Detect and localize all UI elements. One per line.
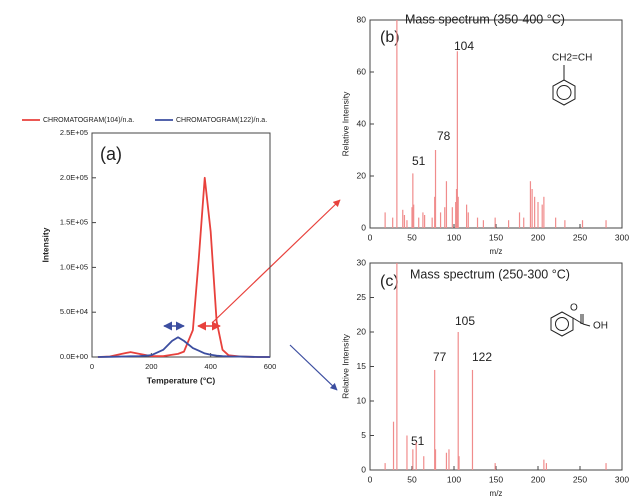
y-tick-label: 80 bbox=[357, 14, 367, 24]
x-tick-label: 0 bbox=[368, 232, 373, 242]
y-tick-label: 20 bbox=[357, 170, 367, 180]
y-tick-label: 0 bbox=[361, 464, 366, 474]
y-tick-label: 5.0E+04 bbox=[60, 307, 88, 316]
x-axis-label: m/z bbox=[490, 247, 503, 256]
x-tick-label: 150 bbox=[489, 232, 503, 242]
structure-label: OH bbox=[593, 321, 608, 332]
y-axis-label: Intensity bbox=[40, 227, 50, 262]
x-axis-label: Temperature (°C) bbox=[147, 375, 216, 385]
structure-label: O bbox=[570, 303, 578, 314]
x-tick-label: 100 bbox=[447, 474, 461, 484]
annotation: 51 bbox=[412, 154, 426, 168]
annotation: (c) bbox=[380, 273, 399, 290]
ring-bond bbox=[555, 317, 569, 331]
x-tick-label: 200 bbox=[145, 362, 158, 371]
x-tick-label: 300 bbox=[615, 232, 629, 242]
y-tick-label: 20 bbox=[357, 326, 367, 336]
connectors bbox=[163, 199, 341, 391]
y-tick-label: 1.5E+05 bbox=[60, 218, 88, 227]
y-tick-label: 10 bbox=[357, 395, 367, 405]
x-tick-label: 200 bbox=[531, 232, 545, 242]
x-tick-label: 250 bbox=[573, 474, 587, 484]
annotation: 105 bbox=[455, 314, 475, 328]
y-tick-label: 2.0E+05 bbox=[60, 173, 88, 182]
x-tick-label: 200 bbox=[531, 474, 545, 484]
x-tick-label: 300 bbox=[615, 474, 629, 484]
x-tick-label: 50 bbox=[407, 232, 417, 242]
plot-frame bbox=[91, 132, 271, 358]
x-tick-label: 150 bbox=[489, 474, 503, 484]
y-tick-label: 0.0E+00 bbox=[60, 352, 88, 361]
benzene-ring bbox=[550, 311, 574, 337]
series-line bbox=[97, 176, 270, 358]
arrow bbox=[289, 344, 338, 391]
y-tick-label: 1.0E+05 bbox=[60, 262, 88, 271]
structures bbox=[550, 65, 591, 337]
x-axis-label: m/z bbox=[490, 489, 503, 496]
chart-title: Mass spectrum (250-300 °C) bbox=[410, 267, 570, 281]
x-tick-label: 100 bbox=[447, 232, 461, 242]
plot-frame bbox=[369, 19, 623, 229]
x-tick-label: 0 bbox=[368, 474, 373, 484]
annotation: (b) bbox=[380, 29, 400, 46]
y-tick-label: 30 bbox=[357, 257, 367, 267]
y-tick-label: 40 bbox=[357, 118, 367, 128]
x-tick-label: 250 bbox=[573, 232, 587, 242]
x-tick-label: 600 bbox=[264, 362, 277, 371]
y-tick-label: 60 bbox=[357, 66, 367, 76]
annotation: 51 bbox=[411, 434, 425, 448]
y-tick-label: 15 bbox=[357, 361, 367, 371]
annotation: 78 bbox=[437, 129, 451, 143]
x-tick-label: 50 bbox=[407, 474, 417, 484]
y-tick-label: 25 bbox=[357, 292, 367, 302]
annotation: 122 bbox=[472, 350, 492, 364]
plot-frame bbox=[369, 262, 623, 471]
x-tick-label: 400 bbox=[204, 362, 217, 371]
benzene-ring bbox=[552, 79, 576, 106]
legend-label: CHROMATOGRAM(122)/n.a. bbox=[176, 117, 267, 124]
x-tick-label: 0 bbox=[90, 362, 94, 371]
chart-title: Mass spectrum (350-400 °C) bbox=[405, 12, 565, 26]
series-line bbox=[97, 336, 270, 358]
structure-label: CH2=CH bbox=[552, 53, 592, 64]
ring-bond bbox=[556, 85, 572, 100]
annotation: 104 bbox=[454, 39, 474, 53]
y-tick-label: 0 bbox=[361, 222, 366, 232]
y-axis-label: Relative Intensity bbox=[340, 91, 350, 156]
legend-label: CHROMATOGRAM(104)/n.a. bbox=[43, 117, 134, 124]
annotation: (a) bbox=[100, 144, 122, 164]
y-axis-label: Relative Intensity bbox=[340, 333, 350, 398]
y-tick-label: 5 bbox=[361, 430, 366, 440]
arrow bbox=[211, 199, 341, 324]
annotation: 77 bbox=[433, 350, 447, 364]
y-tick-label: 2.5E+05 bbox=[60, 128, 88, 137]
bond bbox=[582, 323, 591, 327]
